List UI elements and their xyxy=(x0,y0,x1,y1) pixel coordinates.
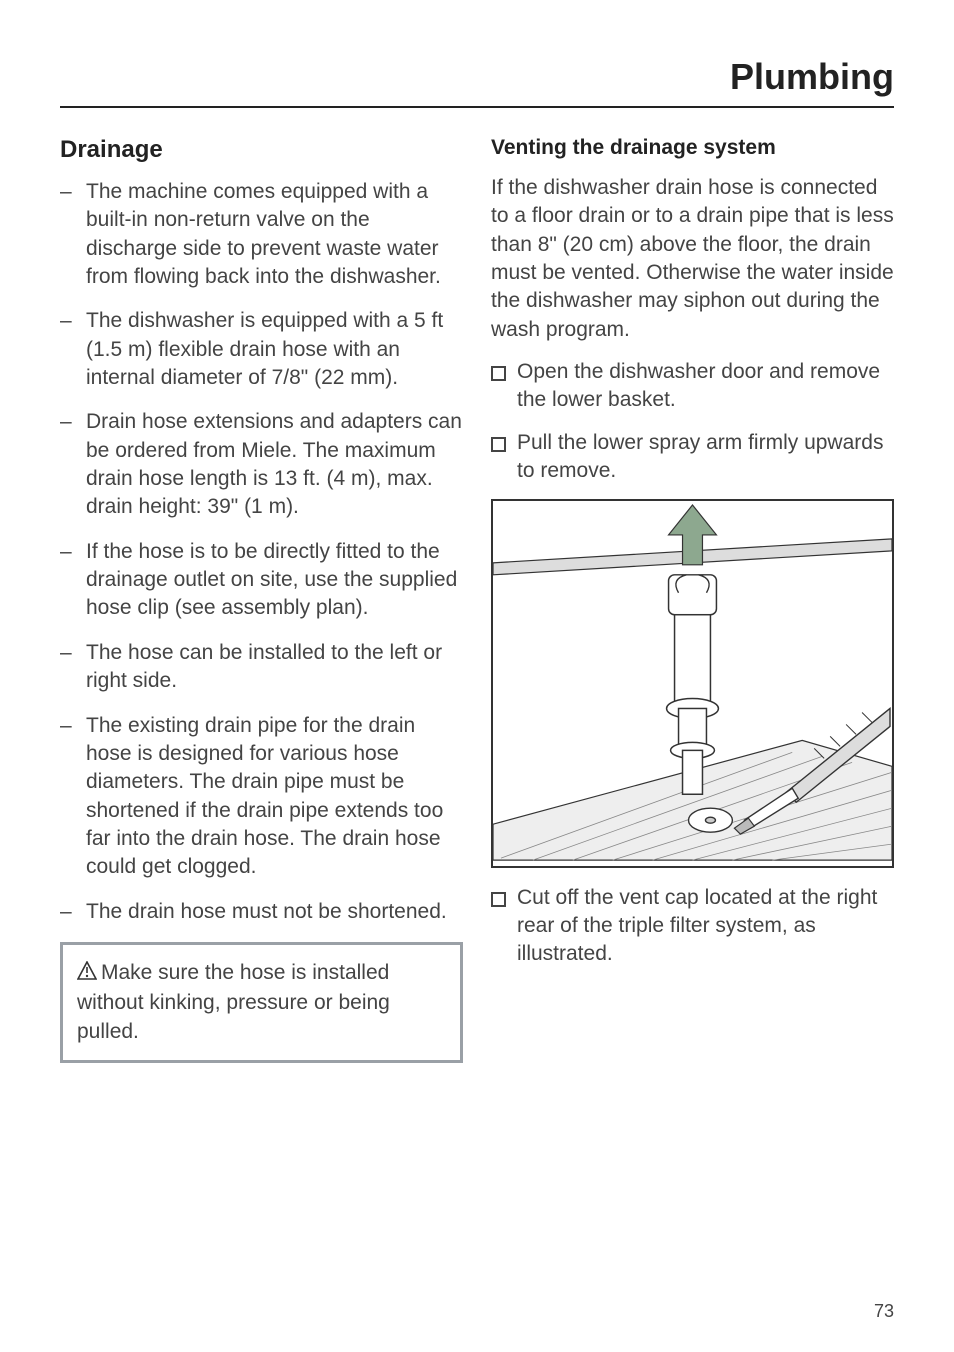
venting-steps-before: Open the dishwasher door and remove the … xyxy=(491,358,894,485)
venting-heading: Venting the drainage system xyxy=(491,136,894,160)
left-column: Drainage The machine comes equipped with… xyxy=(60,136,463,1063)
warning-icon xyxy=(77,961,97,989)
caution-text: Make sure the hose is installed without … xyxy=(77,961,390,1043)
list-item: The dishwasher is equipped with a 5 ft (… xyxy=(60,307,463,392)
venting-steps-after: Cut off the vent cap located at the righ… xyxy=(491,884,894,969)
vent-cap-figure xyxy=(491,499,894,867)
page-number: 73 xyxy=(874,1301,894,1322)
page-title: Plumbing xyxy=(60,56,894,108)
list-item: Open the dishwasher door and remove the … xyxy=(491,358,894,415)
right-column: Venting the drainage system If the dishw… xyxy=(491,136,894,1063)
venting-intro: If the dishwasher drain hose is connecte… xyxy=(491,174,894,344)
list-item: The machine comes equipped with a built-… xyxy=(60,178,463,291)
list-item: Pull the lower spray arm firmly upwards … xyxy=(491,429,894,486)
list-item: Cut off the vent cap located at the righ… xyxy=(491,884,894,969)
list-item: If the hose is to be directly fitted to … xyxy=(60,538,463,623)
list-item: Drain hose extensions and adapters can b… xyxy=(60,408,463,521)
drainage-list: The machine comes equipped with a built-… xyxy=(60,178,463,926)
list-item: The hose can be installed to the left or… xyxy=(60,639,463,696)
caution-note: Make sure the hose is installed without … xyxy=(60,942,463,1063)
drainage-heading: Drainage xyxy=(60,136,463,164)
list-item: The existing drain pipe for the drain ho… xyxy=(60,712,463,882)
list-item: The drain hose must not be shortened. xyxy=(60,898,463,926)
